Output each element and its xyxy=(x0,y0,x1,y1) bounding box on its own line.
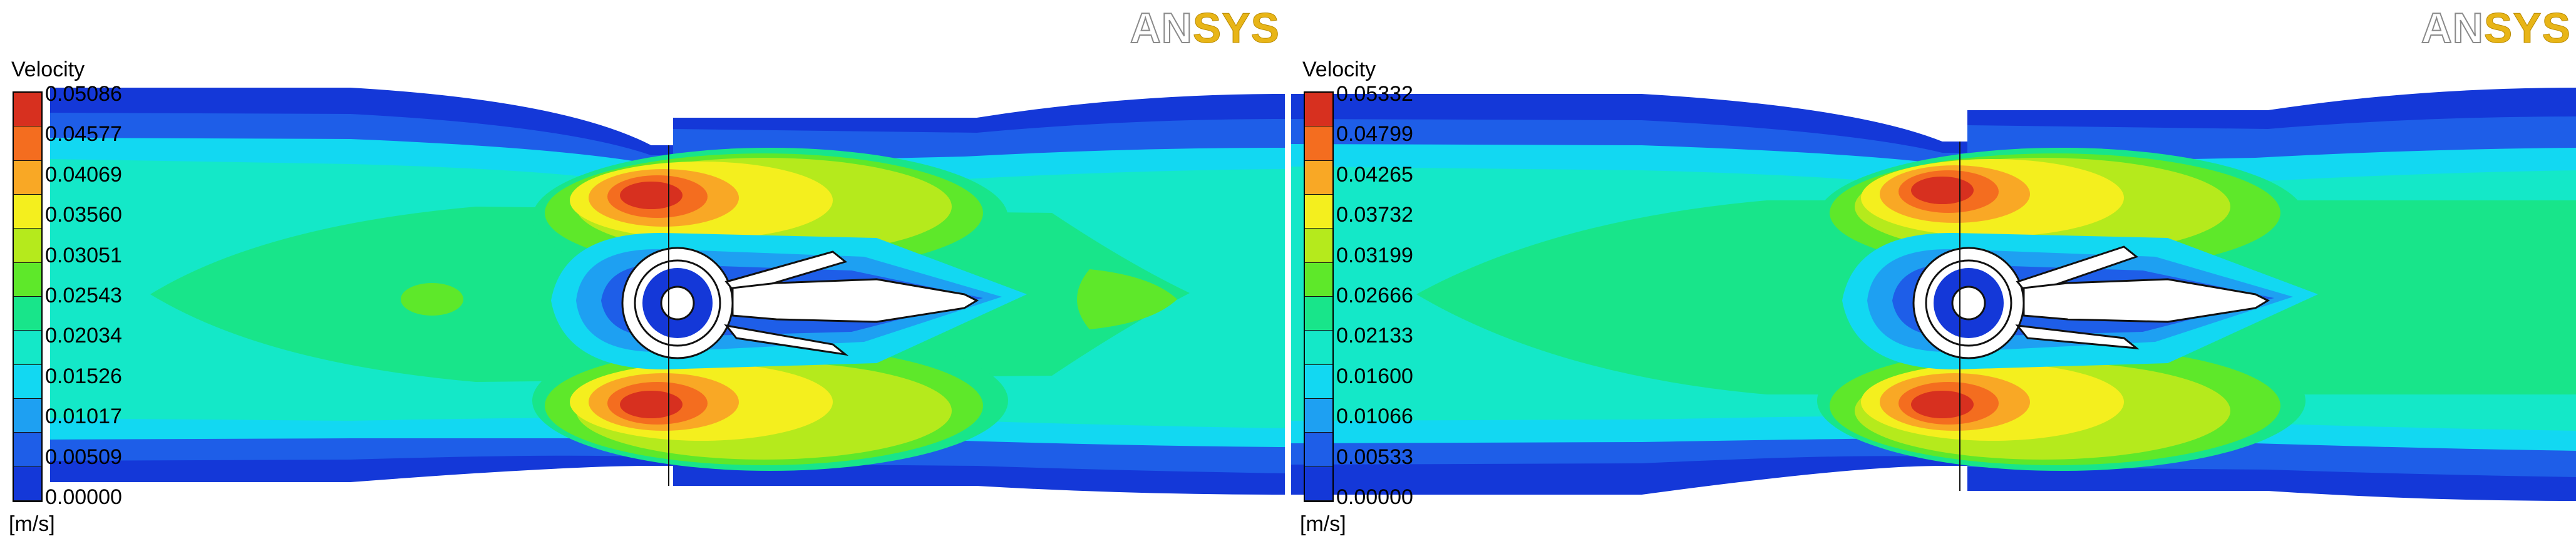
legend-tick-label: 0.05086 xyxy=(45,82,122,106)
colorbar-segment xyxy=(1305,433,1332,467)
valve-body xyxy=(2022,278,2270,323)
ansys-logo: ANSYS xyxy=(2421,4,2571,53)
colorbar-segment xyxy=(1305,194,1332,229)
legend-tick-label: 0.03199 xyxy=(1336,243,1413,267)
colorbar-segment xyxy=(14,262,41,297)
colorbar-segment xyxy=(14,398,41,433)
legend-tick-label: 0.04069 xyxy=(45,162,122,187)
contour-panel-right: ANSYS Velocity 0.05332 0.04799 0.04265 0.03… xyxy=(1291,0,2576,551)
colorbar-segment xyxy=(14,126,41,161)
legend-tick-label: 0.01017 xyxy=(45,404,122,429)
legend-tick-label: 0.03051 xyxy=(45,243,122,267)
contour-panel-left: ANSYS Velocity 0.05086 0.04577 0.04069 0.03… xyxy=(0,0,1285,551)
legend-tick-label: 0.00000 xyxy=(1336,485,1413,509)
legend-tick-label: 0.01066 xyxy=(1336,404,1413,429)
colorbar-segment xyxy=(1305,398,1332,433)
valve-body xyxy=(731,278,979,323)
panel-divider xyxy=(1285,0,1291,551)
colorbar-segment xyxy=(1305,229,1332,263)
legend-title: Velocity xyxy=(11,58,85,81)
legend-tick-label: 0.02133 xyxy=(1336,324,1413,348)
colorbar-segment xyxy=(14,229,41,263)
jet-upper-lv7 xyxy=(1911,177,1974,204)
legend-tick-label: 0.00533 xyxy=(1336,445,1413,469)
jet-lower-lv7 xyxy=(620,391,683,418)
valve-pin xyxy=(1951,286,1986,321)
velocity-contour-plot xyxy=(50,88,1285,495)
leaflet-lower xyxy=(2015,324,2140,349)
colorbar-segment xyxy=(14,433,41,467)
colorbar-segment xyxy=(1305,331,1332,365)
legend-tick-label: 0.05332 xyxy=(1336,82,1413,106)
colorbar-segment xyxy=(14,466,41,501)
legend-colorbar xyxy=(13,91,43,502)
legend-tick-label: 0.04577 xyxy=(45,122,122,147)
legend-tick-label: 0.00000 xyxy=(45,485,122,509)
legend-tick-label: 0.03560 xyxy=(45,203,122,227)
colorbar-segment xyxy=(1305,262,1332,297)
legend-tick-label: 0.00509 xyxy=(45,445,122,469)
jet-lower-lv7 xyxy=(1911,391,1974,418)
legend-unit: [m/s] xyxy=(1300,512,1346,536)
legend-tick-label: 0.04799 xyxy=(1336,122,1413,147)
legend-unit: [m/s] xyxy=(9,512,55,536)
colorbar-segment xyxy=(14,331,41,365)
colorbar-segment xyxy=(1305,466,1332,501)
legend-tick-label: 0.02666 xyxy=(1336,284,1413,307)
legend-tick-label: 0.01600 xyxy=(1336,364,1413,388)
colorbar-segment xyxy=(1305,160,1332,195)
legend-tick-label: 0.02034 xyxy=(45,324,122,348)
leaflet-lower xyxy=(724,324,849,356)
colorbar-segment xyxy=(14,194,41,229)
velocity-contour-plot xyxy=(1291,88,2576,501)
colorbar-segment xyxy=(14,364,41,399)
green-lobe-right xyxy=(1077,269,1177,329)
legend-title: Velocity xyxy=(1302,58,1376,81)
ansys-logo: ANSYS xyxy=(1130,4,1280,53)
colorbar-segment xyxy=(14,160,41,195)
legend-tick-label: 0.03732 xyxy=(1336,203,1413,227)
colorbar-segment xyxy=(14,296,41,331)
green-spot xyxy=(401,283,463,316)
colorbar-segment xyxy=(1305,364,1332,399)
colorbar-segment xyxy=(1305,93,1332,127)
colorbar-segment xyxy=(1305,296,1332,331)
legend-tick-label: 0.04265 xyxy=(1336,162,1413,187)
legend-tick-label: 0.02543 xyxy=(45,284,122,307)
colorbar-segment xyxy=(1305,126,1332,161)
valve-pin xyxy=(660,286,695,321)
jet-upper-lv7 xyxy=(620,182,683,209)
legend-tick-label: 0.01526 xyxy=(45,364,122,388)
legend-colorbar xyxy=(1304,91,1334,502)
colorbar-segment xyxy=(14,93,41,127)
